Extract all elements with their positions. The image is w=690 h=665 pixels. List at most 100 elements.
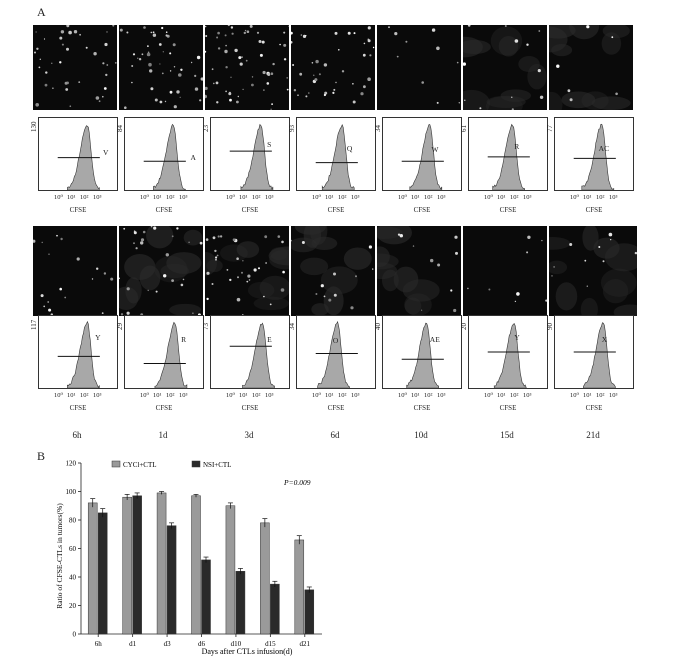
tick-label: 10¹ [583, 194, 592, 201]
legend-label: CYCl+CTL [123, 461, 157, 469]
histogram-peak [581, 123, 615, 190]
micrograph-r2-15d [463, 226, 547, 316]
tick-label: 10³ [179, 392, 188, 399]
tick-label: 10² [252, 194, 261, 201]
panel-a-label: A [37, 5, 46, 19]
histogram-y-max: 117 [30, 319, 38, 330]
tick-label: 10³ [265, 392, 274, 399]
histogram-tick-labels: 10⁰ 10¹ 10² 10³ [484, 391, 536, 399]
histogram-y-max: 93 [288, 125, 296, 132]
legend-label: NSI+CTL [203, 461, 231, 469]
micrograph-r2-6d [291, 226, 375, 316]
histogram-x-label: CFSE [327, 404, 345, 412]
tick-label: 10⁰ [398, 194, 408, 201]
tick-label: 10¹ [239, 194, 248, 201]
tick-label: 10² [338, 194, 347, 201]
tick-label: 10⁰ [484, 194, 494, 201]
histogram-r2-15d: 20 Y [460, 315, 548, 389]
micrograph-r2-3d [205, 226, 289, 316]
chart-x-axis-label: Days after CTLs infusion(d) [202, 647, 293, 656]
bar-NSI+CTL-d3 [166, 525, 177, 635]
tick-label: 10³ [351, 392, 360, 399]
tick-label: 10⁰ [570, 392, 580, 399]
histogram-peak [493, 323, 527, 388]
timepoint-label: 10d [414, 430, 428, 440]
legend-swatch [111, 460, 121, 468]
histogram-y-max: 73 [202, 323, 210, 330]
gate-label: O [332, 336, 339, 346]
x-tick-label: d15 [265, 640, 276, 648]
histogram-x-label: CFSE [241, 404, 259, 412]
x-tick-label: d21 [300, 640, 311, 648]
tick-label: 10⁰ [140, 194, 150, 201]
tick-label: 10¹ [153, 392, 162, 399]
bar-CYCl+CTL-d1 [122, 496, 132, 635]
histogram-tick-labels: 10⁰ 10¹ 10² 10³ [140, 391, 192, 399]
histogram-y-max: 84 [116, 125, 124, 132]
gate-label: Y [95, 333, 101, 343]
histogram-x-label: CFSE [585, 404, 603, 412]
tick-label: 10¹ [497, 392, 506, 399]
y-tick-label: 40 [69, 574, 77, 582]
histogram-y-max: 77 [546, 125, 554, 132]
tick-label: 10¹ [411, 194, 420, 201]
x-tick-label: d1 [129, 640, 137, 648]
micrograph-r2-1d [119, 226, 203, 316]
gate-label: AE [429, 334, 440, 344]
histogram-y-max: 130 [30, 121, 38, 133]
timepoint-label: 1d [158, 430, 168, 440]
tick-label: 10³ [609, 392, 618, 399]
tick-label: 10¹ [67, 392, 76, 399]
tick-label: 10¹ [411, 392, 420, 399]
histogram-y-max: 29 [116, 323, 124, 330]
gate-label: X [601, 334, 608, 344]
bar-NSI+CTL-d15 [270, 583, 280, 635]
tick-label: 10³ [437, 194, 446, 201]
bar-CYCl+CTL-d21 [294, 539, 305, 635]
tick-label: 10² [596, 194, 605, 201]
bar-NSI+CTL-d10 [235, 571, 246, 635]
chart-y-axis-label: Ratio of CFSE-CTLs in tumors(%) [55, 503, 64, 609]
histogram-x-label: CFSE [69, 206, 87, 214]
y-tick-label: 0 [73, 631, 77, 639]
histogram-peak [321, 124, 355, 190]
x-tick-label: d10 [231, 640, 242, 648]
bar-CYCl+CTL-d3 [156, 492, 167, 635]
chart-legend: CYCl+CTL NSI+CTL [111, 460, 231, 469]
tick-label: 10² [338, 392, 347, 399]
tick-label: 10¹ [67, 194, 76, 201]
histogram-x-label: CFSE [327, 206, 345, 214]
tick-label: 10² [252, 392, 261, 399]
histogram-y-max: 34 [374, 125, 382, 132]
timepoint-label: 21d [586, 430, 600, 440]
histogram-r2-3d: 73 E [202, 315, 290, 389]
x-tick-label: d3 [164, 640, 172, 648]
p-value-annotation: P=0.009 [283, 478, 311, 487]
bar-chart: 0 20 40 60 80 100 120 6h d1 d3 d6 d10 d15 d21 CYCl+CT… [55, 460, 322, 656]
legend-swatch [191, 460, 201, 468]
histogram-r2-6h: 117 Y [30, 315, 118, 389]
histogram-tick-labels: 10⁰ 10¹ 10² 10³ [398, 193, 450, 201]
tick-label: 10⁰ [226, 392, 236, 399]
y-tick-label: 100 [66, 488, 77, 496]
timepoint-label: 3d [244, 430, 254, 440]
gate-label: A [190, 152, 196, 162]
histogram-r2-21d: 90 X [546, 315, 634, 389]
micrograph-r1-10d [377, 25, 461, 110]
histogram-x-label: CFSE [155, 206, 173, 214]
histogram-tick-labels: 10⁰ 10¹ 10² 10³ [312, 391, 364, 399]
tick-label: 10² [166, 194, 175, 201]
tick-label: 10² [166, 392, 175, 399]
histogram-r1-6h: 130 V [30, 117, 118, 191]
histogram-r2-1d: 29 R [116, 315, 204, 389]
histogram-peak [406, 322, 440, 388]
micrograph-r2-6h [33, 226, 117, 316]
micrograph-r1-6h [33, 25, 117, 110]
gate-label: E [267, 334, 272, 344]
bar-NSI+CTL-d21 [304, 589, 315, 635]
histogram-peak [583, 322, 616, 388]
y-tick-label: 120 [66, 460, 77, 468]
bar-NSI+CTL-d6 [201, 559, 211, 635]
bar-NSI+CTL-6h [97, 512, 108, 635]
bar-CYCl+CTL-6h [87, 502, 98, 635]
